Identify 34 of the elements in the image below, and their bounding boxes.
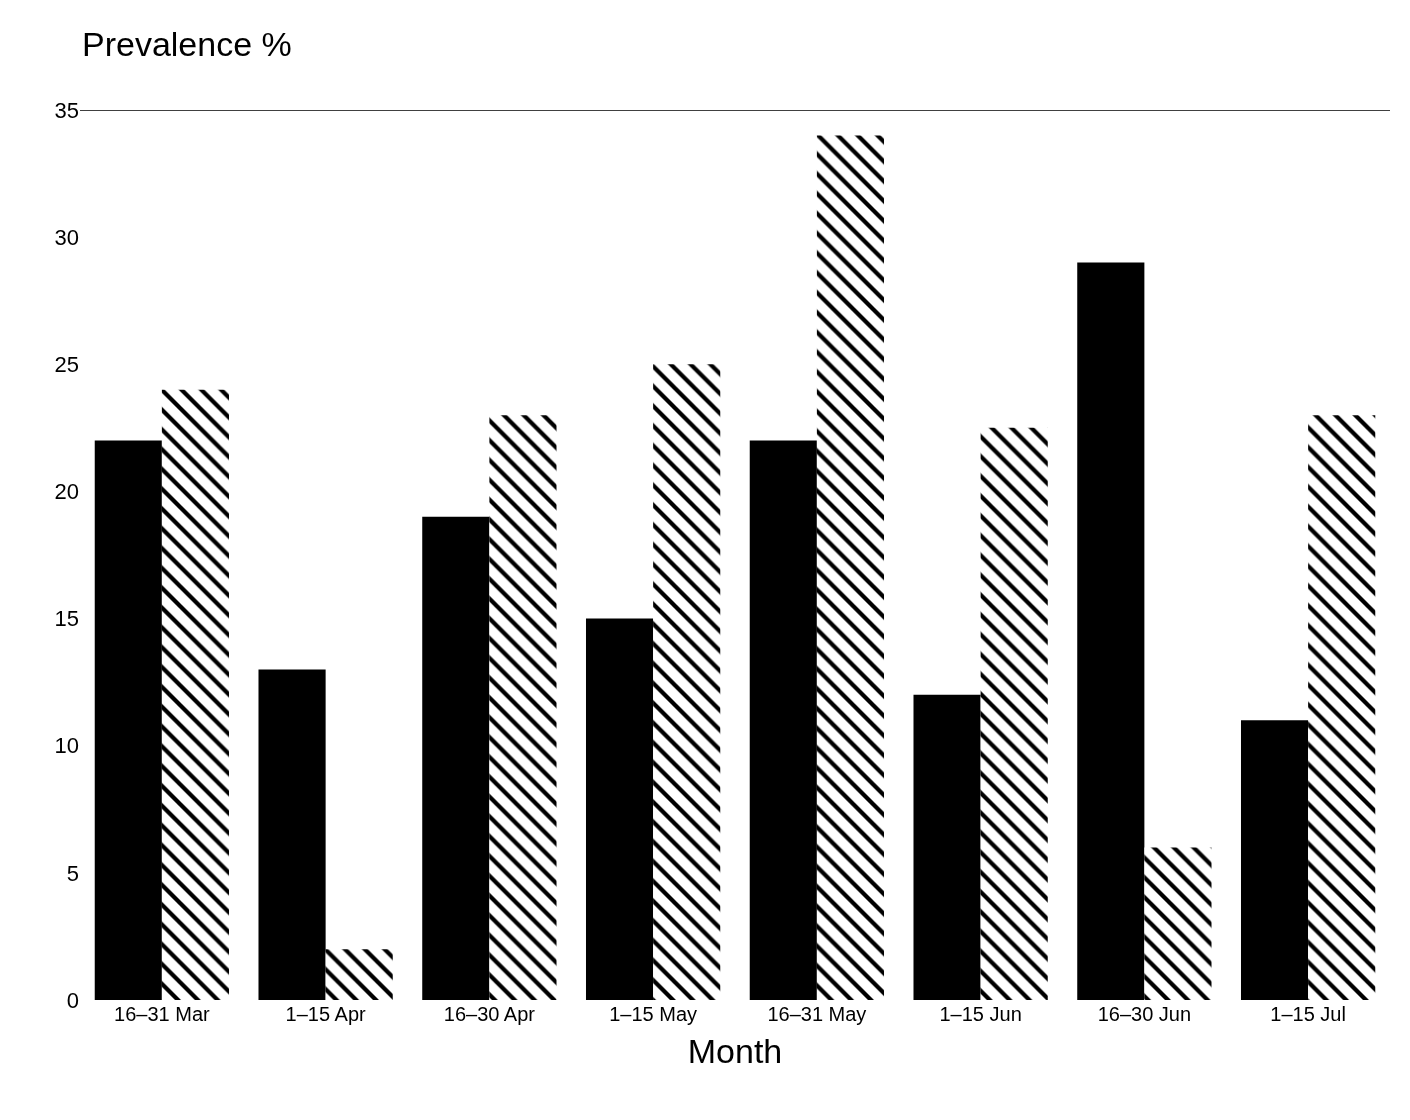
x-tick-label: 1–15 Jul xyxy=(1270,1003,1346,1025)
y-tick-label: 0 xyxy=(66,987,79,1013)
y-tick-label: 25 xyxy=(54,351,79,377)
bar xyxy=(1077,262,1145,1000)
y-tick-label: 35 xyxy=(54,97,79,123)
bar xyxy=(980,427,1048,1000)
bar xyxy=(1308,415,1376,1000)
bar xyxy=(325,949,393,1000)
bar xyxy=(489,415,557,1000)
bar xyxy=(653,364,721,1000)
bar xyxy=(913,694,981,1000)
y-tick-label: 20 xyxy=(54,479,79,505)
y-tick-label: 15 xyxy=(54,606,79,632)
x-tick-label: 16–30 Jun xyxy=(1097,1003,1192,1025)
bar xyxy=(585,618,654,1000)
x-axis-title: Month xyxy=(687,1032,783,1071)
x-tick-label: 16–31 May xyxy=(767,1003,867,1025)
y-tick-label: 10 xyxy=(54,733,79,759)
y-axis-title: Prevalence % xyxy=(82,25,292,63)
bar xyxy=(1240,720,1309,1000)
y-tick-label: 30 xyxy=(54,224,79,250)
bar xyxy=(749,440,817,1000)
bar xyxy=(94,440,162,1000)
bar xyxy=(816,135,885,1000)
x-tick-label: 1–15 Jun xyxy=(939,1003,1022,1025)
bar xyxy=(422,516,490,1000)
bar xyxy=(258,669,326,1000)
x-tick-label: 16–31 Mar xyxy=(114,1003,211,1025)
bar xyxy=(1144,847,1212,1000)
x-tick-label: 16–30 Apr xyxy=(443,1003,536,1025)
x-tick-label: 1–15 Apr xyxy=(285,1003,366,1025)
bar xyxy=(161,389,230,1000)
y-tick-label: 5 xyxy=(66,860,79,886)
x-tick-label: 1–15 May xyxy=(609,1003,698,1025)
